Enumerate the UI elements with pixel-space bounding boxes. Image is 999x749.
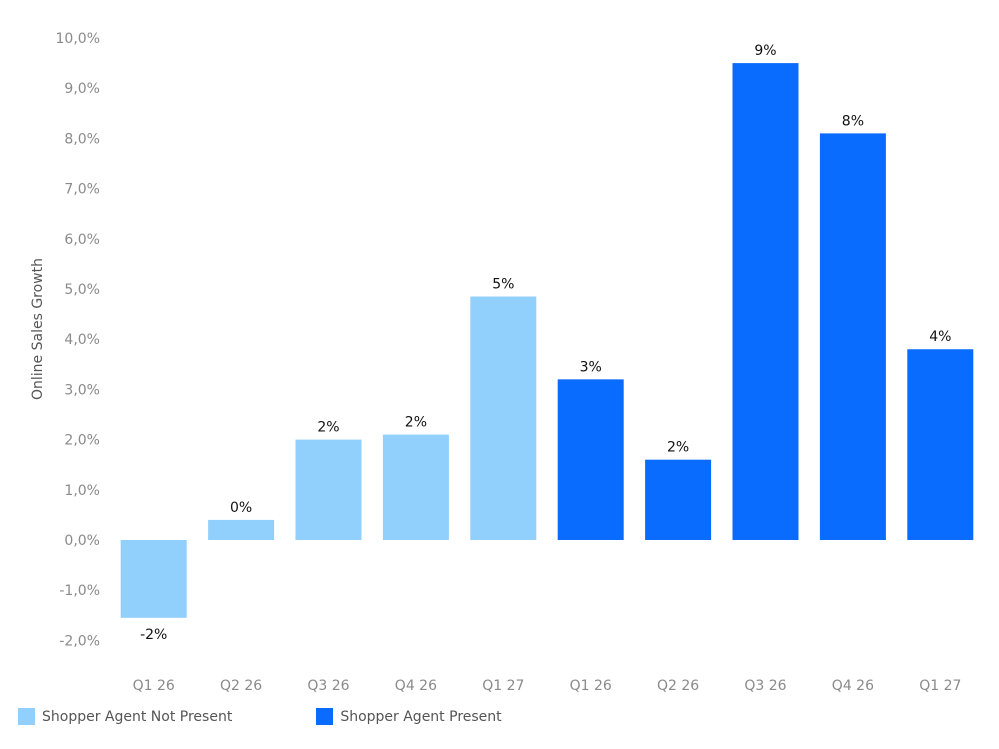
y-tick-label: 7,0% <box>64 182 100 198</box>
data-label: 3% <box>580 359 602 375</box>
legend-swatch-not-present <box>18 708 35 725</box>
legend-swatch-present <box>316 708 334 725</box>
data-label: 0% <box>230 500 252 516</box>
data-label: 2% <box>405 415 427 431</box>
data-label: 9% <box>754 43 776 59</box>
bar-chart: Online Sales Growth 10,0% 9,0% 8,0% 7,0% 6,0%… <box>30 31 974 694</box>
y-tick-label: 8,0% <box>64 131 100 147</box>
x-tick-label: Q1 26 <box>133 678 175 694</box>
x-tick-label: Q2 26 <box>657 678 699 694</box>
x-tick-label: Q4 26 <box>832 678 874 694</box>
y-tick-label: 2,0% <box>64 433 100 449</box>
y-tick-label: 1,0% <box>64 483 100 499</box>
legend-item-not-present: Shopper Agent Not Present <box>18 708 232 725</box>
bar <box>295 439 362 540</box>
y-tick-label: 5,0% <box>64 282 100 298</box>
bar <box>557 379 624 540</box>
y-tick-label: 4,0% <box>64 332 100 348</box>
y-tick-label: 9,0% <box>64 81 100 97</box>
bar <box>732 63 799 540</box>
x-tick-label: Q1 27 <box>482 678 524 694</box>
legend-label-not-present: Shopper Agent Not Present <box>42 708 233 725</box>
bar <box>120 540 187 618</box>
x-tick-label: Q4 26 <box>395 678 437 694</box>
legend-item-present: Shopper Agent Present <box>316 708 502 725</box>
data-label: -2% <box>140 627 167 643</box>
x-tick-label: Q3 26 <box>307 678 349 694</box>
legend: Shopper Agent Not Present Shopper Agent … <box>18 708 586 725</box>
y-tick-label: 10,0% <box>56 31 100 47</box>
x-tick-label: Q1 26 <box>570 678 612 694</box>
data-label: 2% <box>317 420 339 436</box>
data-label: 5% <box>492 277 514 293</box>
bar <box>819 133 886 540</box>
x-tick-label: Q3 26 <box>744 678 786 694</box>
chart-svg: Online Sales Growth 10,0% 9,0% 8,0% 7,0% 6,0%… <box>30 31 974 694</box>
x-tick-label: Q2 26 <box>220 678 262 694</box>
data-label: 8% <box>842 113 864 129</box>
bar <box>907 349 974 540</box>
data-label: 4% <box>929 329 951 345</box>
bar <box>382 434 449 540</box>
y-tick-label: -1,0% <box>59 583 100 599</box>
bar <box>645 459 712 540</box>
y-tick-label: 0,0% <box>64 533 100 549</box>
legend-label-present: Shopper Agent Present <box>340 708 502 725</box>
bar <box>470 296 537 540</box>
y-tick-label: -2,0% <box>59 633 100 649</box>
y-tick-label: 6,0% <box>64 232 100 248</box>
data-label: 2% <box>667 440 689 456</box>
y-axis-title: Online Sales Growth <box>30 258 46 400</box>
x-tick-label: Q1 27 <box>919 678 961 694</box>
y-tick-label: 3,0% <box>64 382 100 398</box>
bar <box>208 519 275 540</box>
